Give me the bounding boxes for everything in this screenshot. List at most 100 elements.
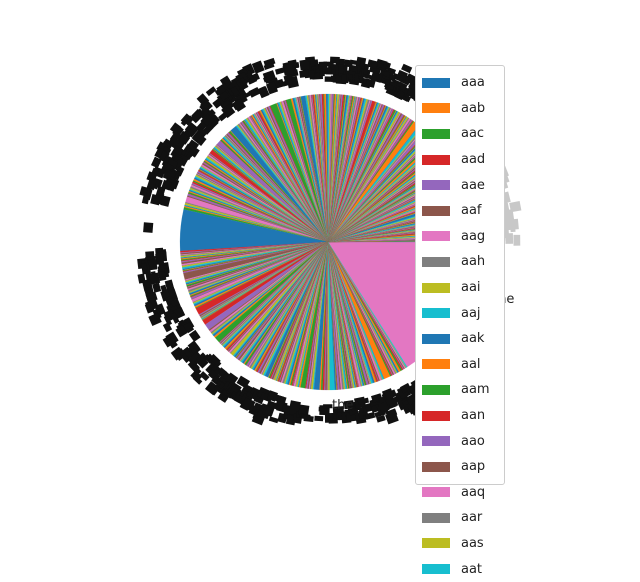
pie-slices [179,93,477,391]
legend-swatch [422,77,450,88]
slice-label-mark [169,122,182,135]
slice-label-mark [303,415,314,423]
legend-label: aak [461,331,485,347]
legend-swatch [422,103,450,114]
slice-label-mark [181,353,191,364]
chart-legend: aaa aab aac aad aae aaf aag aah aai aaj aak aal aam a… [415,65,505,577]
legend-label: aah [461,254,486,270]
slice-label-mark [231,99,244,111]
legend-swatch [422,436,450,447]
slice-label-mark [265,81,279,95]
slice-label-mark [183,321,195,334]
slice-label-mark [143,222,154,233]
slice-label-mark [221,103,236,119]
slice-label-mark [163,315,173,326]
slice-label-mark [147,259,158,271]
slice-label-mark [221,388,234,399]
legend-entry: aam [416,377,504,403]
slice-label-mark [167,337,178,349]
legend-entry: aad [416,147,504,173]
slice-label-the: the [332,398,353,413]
slice-label-mark [220,99,232,111]
slice-label-mark [144,302,155,314]
slice-label-mark [323,404,333,409]
slice-label-mark [199,371,210,382]
slice-label-mark [214,85,226,97]
legend-swatch [422,512,450,523]
slice-label-mark [155,253,165,265]
slice-label-mark [314,415,324,422]
slice-label-mark [148,272,161,285]
legend-entry: aaq [416,480,504,506]
slice-label-mark [357,397,370,405]
legend-entry: aai [416,275,504,301]
legend-label: aao [461,433,485,449]
slice-label-mark [298,404,310,416]
slice-label-mark [384,389,397,400]
slice-label-mark [282,63,295,76]
slice-label-mark [152,282,162,293]
legend-label: aam [461,382,490,398]
legend-label: aaq [461,484,486,500]
legend-label: aac [461,126,485,142]
legend-entry: aae [416,172,504,198]
slice-label-mark [195,121,208,133]
legend-entry: aab [416,96,504,122]
slice-label-mark [212,96,225,109]
slice-label-mark [369,66,381,75]
slice-label-mark [299,69,310,78]
slice-label-mark [188,329,201,342]
slice-label-mark [401,63,413,74]
legend-label: aab [461,100,486,116]
legend-swatch [422,410,450,421]
legend-entry: aas [416,531,504,557]
slice-label-mark [218,111,229,122]
legend-label: aan [461,408,486,424]
slice-label-mark [199,100,211,113]
slice-label-mark [509,200,522,213]
legend-entry: aap [416,454,504,480]
legend-entry: aaf [416,198,504,224]
slice-label-mark [210,356,222,368]
slice-label-mark [190,363,202,375]
slice-label-mark [263,75,273,83]
legend-label: aal [461,356,481,372]
legend-swatch [422,461,450,472]
slice-label-mark [251,60,265,74]
legend-label: aad [461,152,486,168]
slice-label-mark [379,76,391,86]
legend-entry: aal [416,352,504,378]
slice-label-mark [384,82,395,91]
legend-label: aaf [461,203,482,219]
slice-label-mark [392,72,403,82]
slice-label-mark [334,406,344,413]
legend-swatch [422,384,450,395]
slice-label-mark [170,312,180,324]
slice-label-mark [247,76,258,85]
pie-chart: none the [137,56,522,426]
slice-label-mark [168,288,179,301]
slice-label-mark [148,312,162,327]
slice [327,241,408,368]
legend-label: aar [461,510,483,526]
legend-label: aaj [461,305,481,321]
legend-swatch [422,538,450,549]
slice-label-mark [513,234,521,246]
slice-label-mark [260,392,273,403]
legend-label: aai [461,280,481,296]
legend-entry: aag [416,224,504,250]
legend-swatch [422,154,450,165]
slice-label-mark [157,270,167,282]
slice-label-mark [399,382,412,394]
legend-entry: aar [416,505,504,531]
slice-label-mark [299,59,310,71]
slice-label-mark [367,59,379,69]
slice-label-mark [385,408,398,419]
slice-label-mark [505,233,514,244]
slice-label-mark [365,412,376,420]
slice-label-mark [180,116,190,127]
legend-label: aap [461,459,486,475]
slice-label-mark [141,194,150,205]
legend-swatch [422,128,450,139]
slice-label-mark [162,322,173,333]
